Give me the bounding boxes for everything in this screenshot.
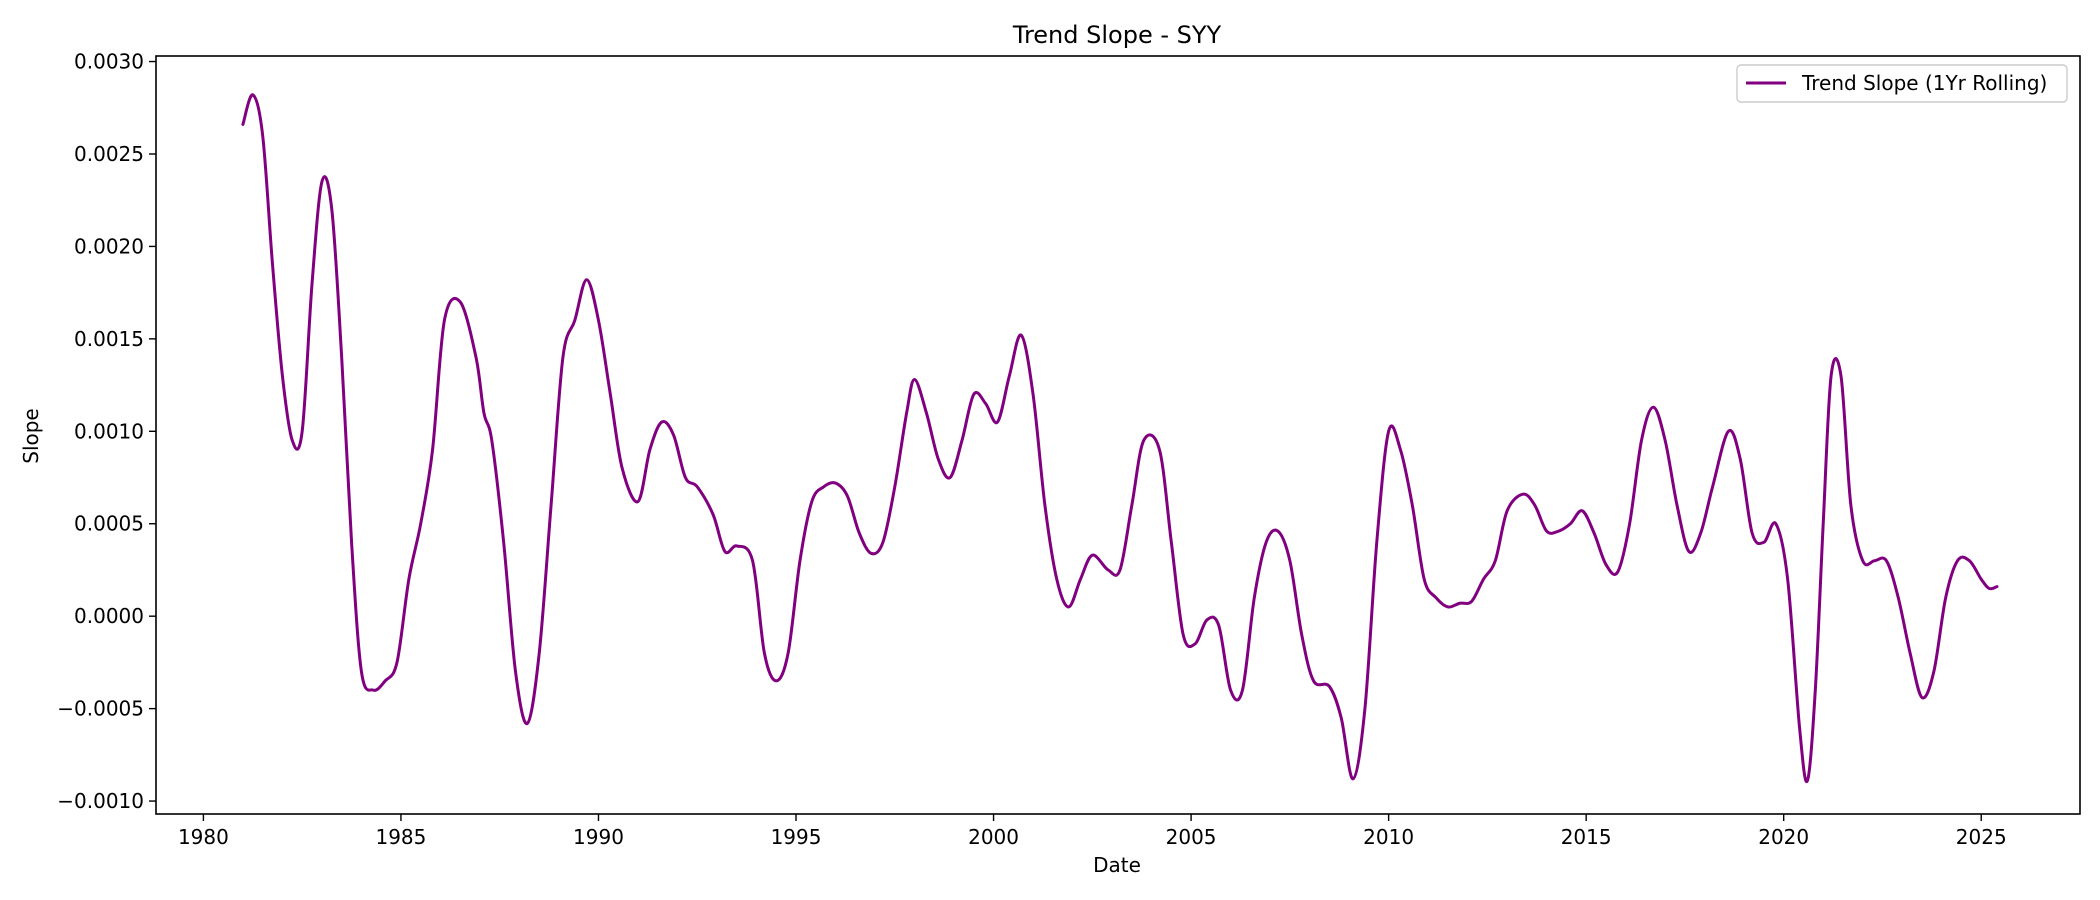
series-line: [241, 93, 1999, 784]
y-axis: −0.0010 −0.0005 0.0000 0.0005 0.0010 0.0015 0.…: [57, 50, 156, 813]
x-tick-label: 2020: [1758, 825, 1809, 849]
x-tick-label: 2010: [1363, 825, 1414, 849]
y-tick-label: 0.0030: [74, 50, 144, 74]
y-tick-label: −0.0005: [57, 697, 144, 721]
x-tick-label: 2005: [1166, 825, 1217, 849]
y-tick-label: 0.0010: [74, 419, 144, 443]
x-tick-label: 2025: [1956, 825, 2007, 849]
y-tick-label: 0.0025: [74, 142, 144, 166]
y-tick-label: 0.0020: [74, 234, 144, 258]
legend-box: [1736, 64, 2068, 103]
plot-area: [241, 93, 1999, 784]
x-axis-title: Date: [1093, 853, 1141, 877]
x-tick-label: 1990: [573, 825, 624, 849]
x-tick-label: 1995: [771, 825, 822, 849]
y-axis-title: Slope: [19, 408, 43, 464]
legend: Trend Slope (1Yr Rolling): [1736, 64, 2068, 103]
y-tick-label: 0.0005: [74, 512, 144, 536]
legend-label: Trend Slope (1Yr Rolling): [1801, 71, 2047, 95]
plot-frame: [155, 55, 2081, 815]
y-tick-label: 0.0000: [74, 604, 144, 628]
x-tick-label: 2015: [1561, 825, 1612, 849]
x-tick-label: 2000: [968, 825, 1019, 849]
chart-title: Trend Slope - SYY: [1012, 21, 1222, 49]
y-tick-label: 0.0015: [74, 327, 144, 351]
x-tick-label: 1985: [375, 825, 426, 849]
y-tick-label: −0.0010: [57, 789, 144, 813]
x-tick-label: 1980: [178, 825, 229, 849]
x-axis: 1980 1985 1990 1995 2000 2005 2010 2015 2020 2025: [178, 814, 2007, 849]
